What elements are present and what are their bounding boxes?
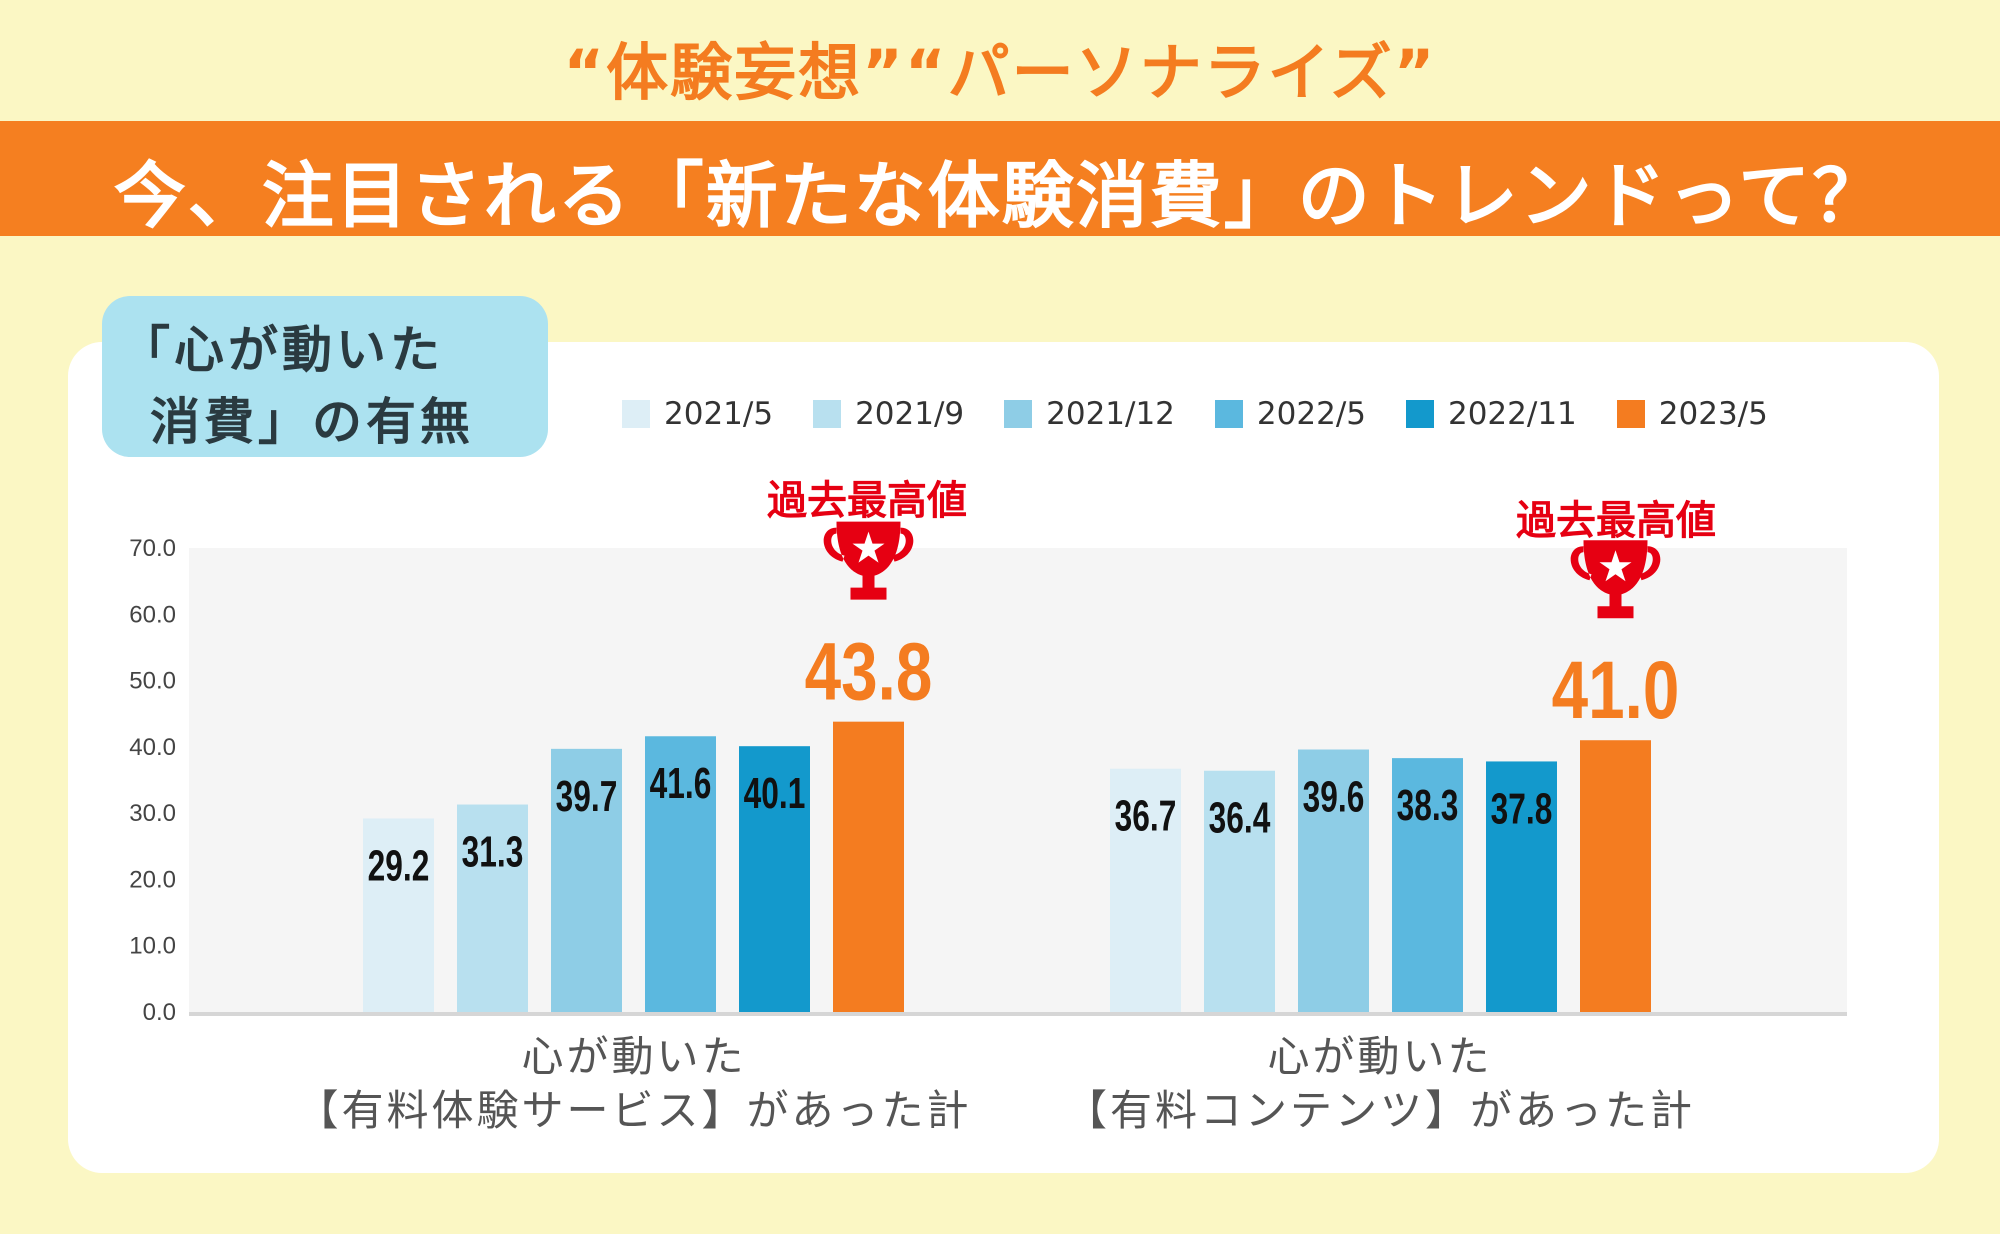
category-1-line-1: 心が動いた: [521, 1032, 747, 1081]
y-tick-label: 70.0: [129, 535, 176, 562]
title-band: 今、注目される「新たな体験消費」のトレンドって？: [0, 121, 2000, 238]
y-tick-label: 20.0: [129, 866, 176, 893]
legend-label: 2022/5: [1256, 396, 1366, 432]
trophy-icon: [1570, 540, 1661, 619]
legend-label: 2023/5: [1658, 396, 1768, 432]
bar-value-label: 37.8: [1491, 784, 1553, 833]
bar: [363, 818, 434, 1012]
bar-value-label: 41.6: [650, 759, 712, 808]
y-tick-label: 30.0: [129, 800, 176, 827]
legend-swatch: [1214, 400, 1243, 428]
legend-label: 2022/11: [1447, 396, 1577, 432]
bar-value-label: 29.2: [368, 841, 430, 890]
category-label-2: 心が動いた 【有料コンテンツ】があった計: [980, 1030, 1780, 1138]
legend-item: 2021/5: [622, 396, 773, 432]
legend-item: 2021/12: [1004, 396, 1175, 432]
x-axis-line: [189, 1012, 1847, 1016]
bar-value-label-highlight: 41.0: [1552, 644, 1680, 736]
legend: 2021/5 2021/9 2021/12 2022/5 2022/11 2023/5: [622, 396, 1808, 432]
bar-value-label: 38.3: [1397, 781, 1459, 830]
bar: [645, 736, 716, 1012]
subtitle: “体験妄想”“パーソナライズ”: [563, 36, 1437, 109]
bar: [1298, 749, 1369, 1012]
category-1-line-2: 【有料体験サービス】があった計: [296, 1086, 972, 1135]
bar-value-label: 36.4: [1209, 794, 1271, 843]
category-2-line-2: 【有料コンテンツ】があった計: [1064, 1086, 1695, 1135]
legend-label: 2021/5: [664, 396, 774, 432]
legend-swatch: [1616, 400, 1645, 428]
y-tick-label: 10.0: [129, 933, 176, 960]
bar-value-label: 40.1: [744, 769, 806, 818]
legend-label: 2021/9: [855, 396, 965, 432]
record-high-label-1: 過去最高値: [767, 478, 967, 524]
bar-value-label: 39.7: [556, 772, 618, 821]
trophy-icon: [823, 521, 914, 600]
legend-item: 2022/5: [1214, 396, 1366, 432]
legend-label: 2021/12: [1046, 396, 1175, 432]
y-tick-label: 50.0: [129, 668, 176, 695]
bar: [1580, 740, 1651, 1012]
bar-value-label: 39.6: [1303, 772, 1365, 821]
bar-value-label-highlight: 43.8: [805, 626, 933, 718]
question-line-1: 「心が動いた: [120, 321, 444, 379]
y-tick-label: 60.0: [129, 601, 176, 628]
legend-swatch: [1004, 400, 1033, 428]
page-title: 今、注目される「新たな体験消費」のトレンドって？: [113, 154, 1887, 238]
legend-item: 2023/5: [1616, 396, 1768, 432]
bar: [1110, 768, 1181, 1012]
y-tick-label: 0.0: [143, 999, 176, 1026]
y-tick-label: 40.0: [129, 734, 176, 761]
bar: [1204, 770, 1275, 1012]
legend-item: 2022/11: [1405, 396, 1577, 432]
category-label-1: 心が動いた 【有料体験サービス】があった計: [234, 1030, 1034, 1138]
legend-item: 2021/9: [813, 396, 964, 432]
legend-swatch: [813, 400, 842, 428]
bar: [739, 746, 810, 1012]
record-high-label-2: 過去最高値: [1516, 498, 1716, 544]
bar: [551, 748, 622, 1012]
bar-value-label: 31.3: [462, 828, 524, 877]
bar: [457, 804, 528, 1012]
bar-value-label: 36.7: [1115, 792, 1177, 841]
bar: [1392, 758, 1463, 1012]
bar: [833, 721, 904, 1012]
question-label: 「心が動いた 消費」の有無: [102, 296, 548, 457]
question-line-2: 消費」の有無: [150, 393, 474, 451]
legend-swatch: [1405, 400, 1434, 428]
bar: [1486, 761, 1557, 1012]
legend-swatch: [622, 400, 650, 428]
category-2-line-1: 心が動いた: [1267, 1032, 1493, 1081]
